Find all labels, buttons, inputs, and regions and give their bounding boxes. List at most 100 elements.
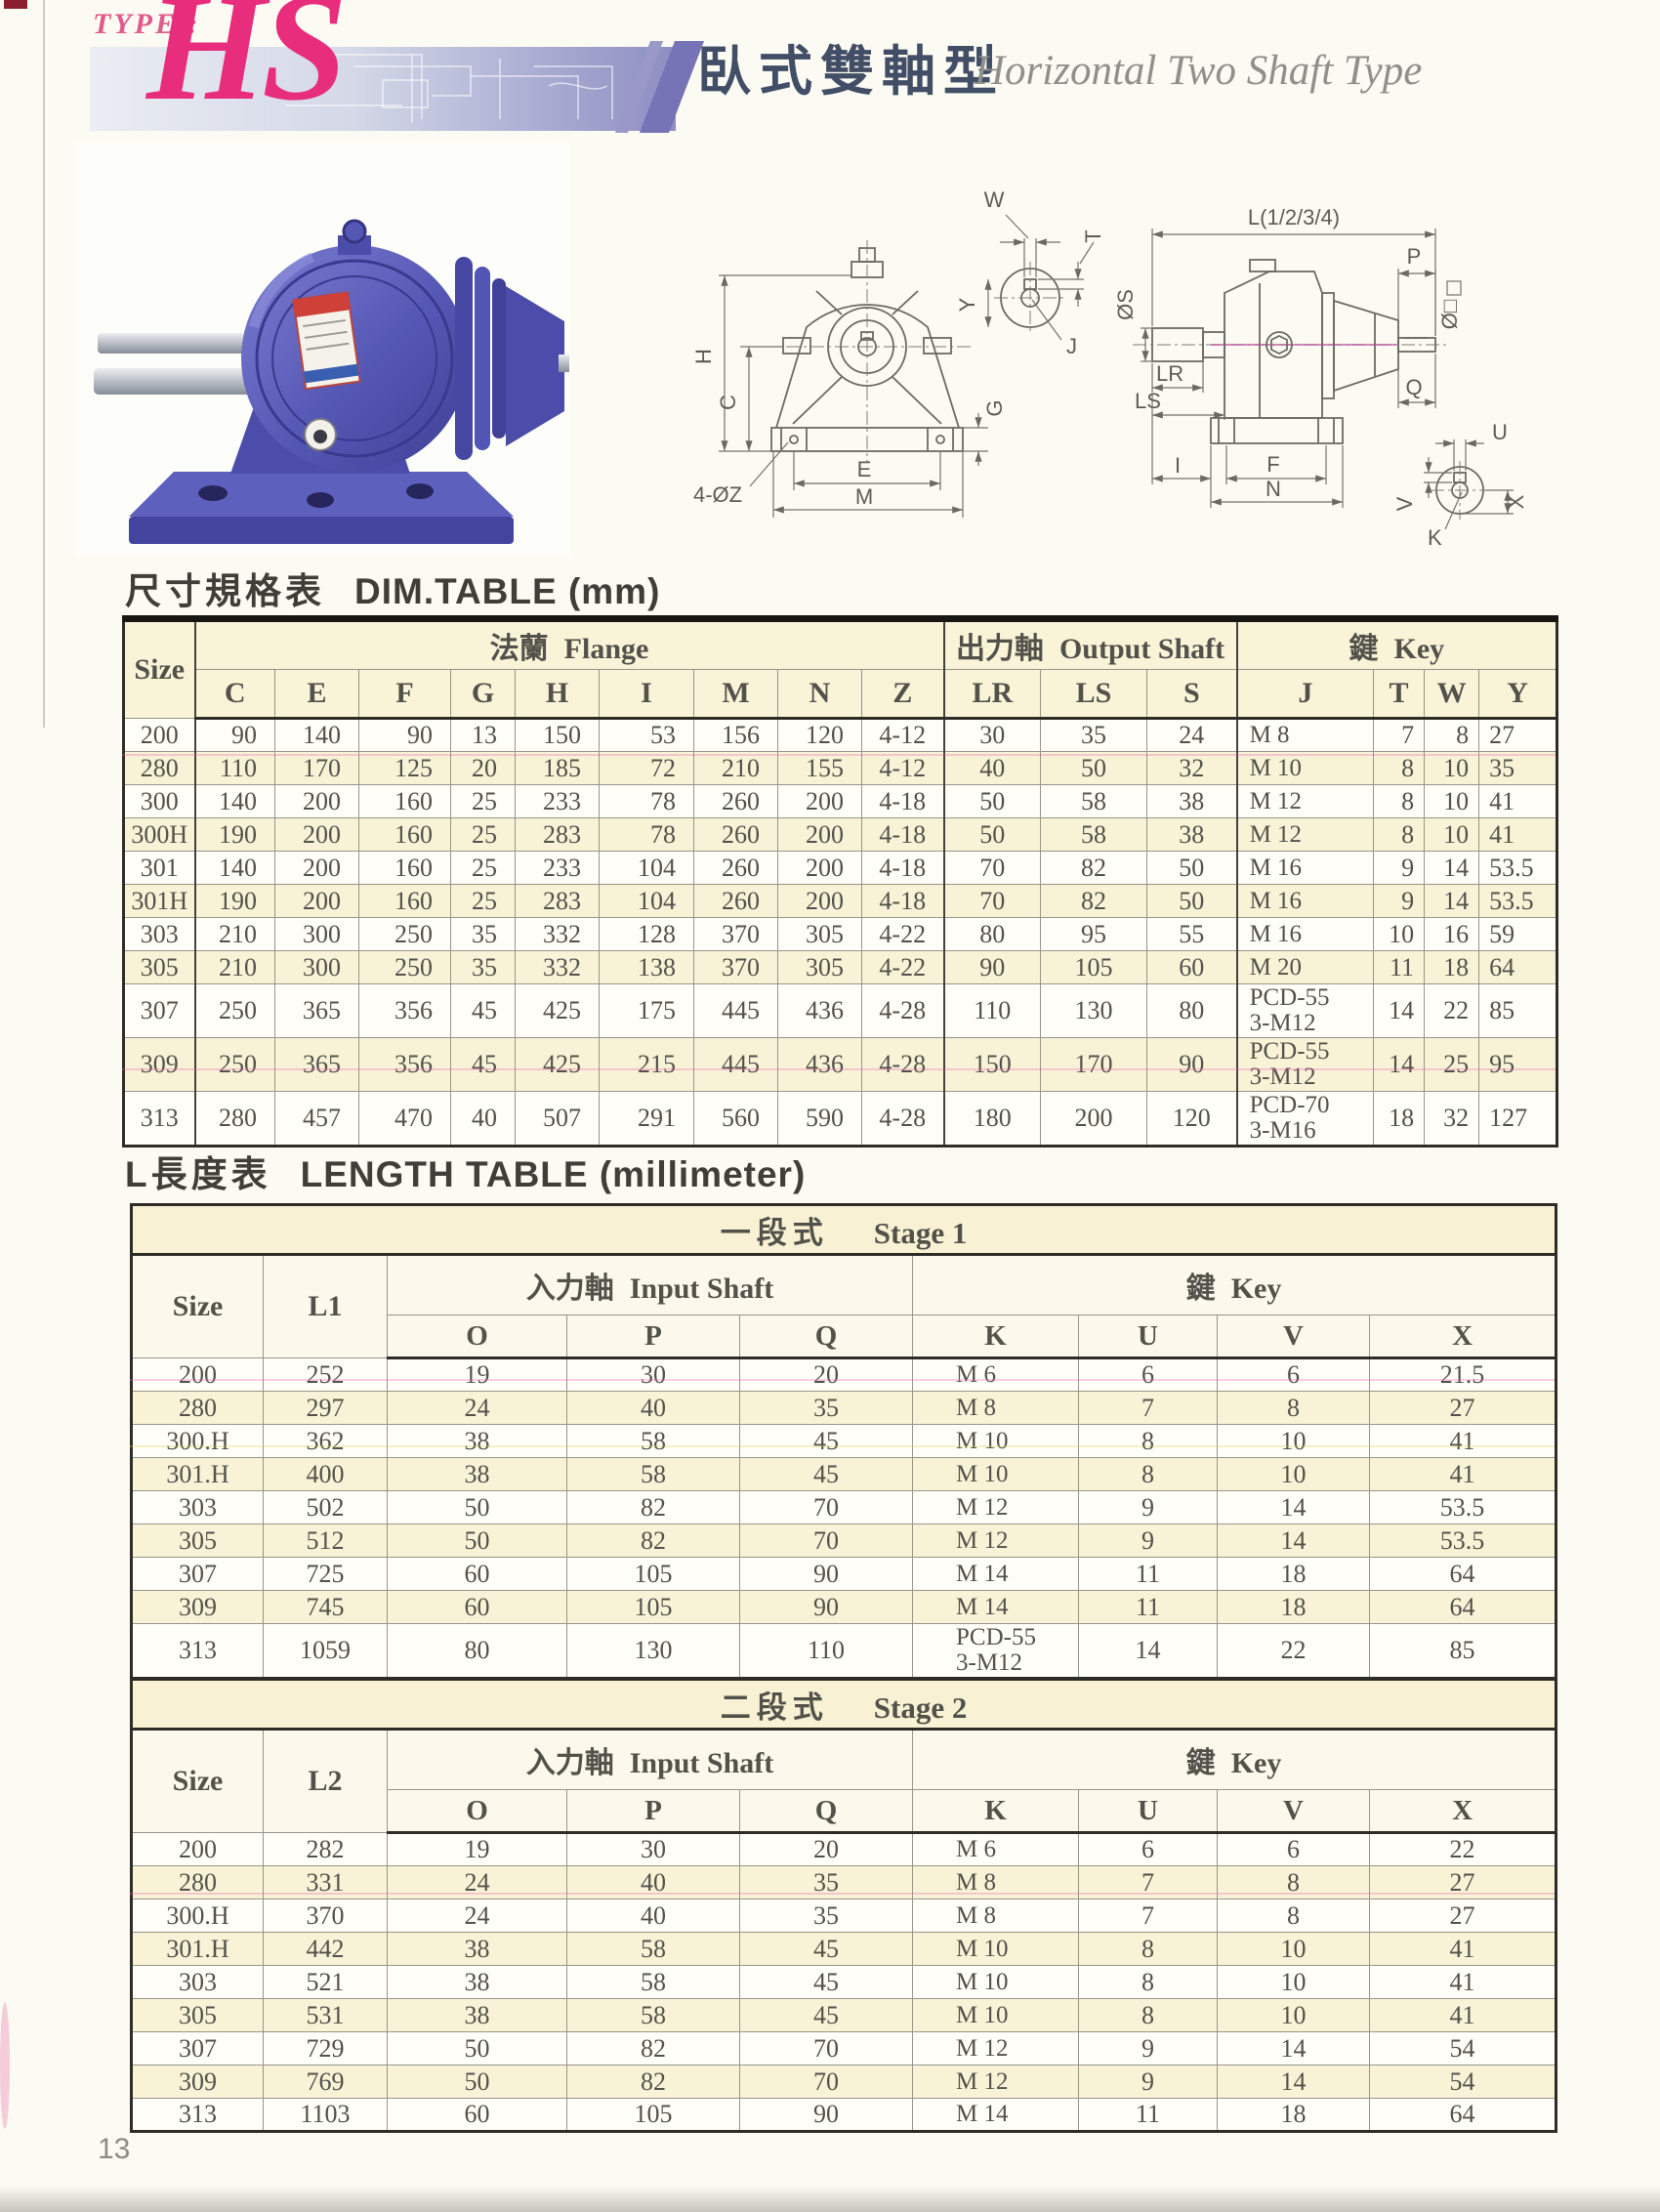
scan-streak <box>122 1068 1556 1070</box>
table-cell: 10 <box>1217 1457 1370 1491</box>
table-cell: 307 <box>123 983 196 1038</box>
col-header: X <box>1368 1315 1557 1359</box>
table-cell: 210 <box>194 917 275 951</box>
table-cell: M 10 <box>912 1457 1079 1491</box>
table-cell: 30 <box>943 718 1042 752</box>
group-header-key: 鍵 Key <box>1236 618 1558 670</box>
table-cell: 313 <box>131 1623 264 1679</box>
table-cell: M 6 <box>912 1357 1079 1392</box>
table-cell: 175 <box>599 983 694 1038</box>
group-header-input-shaft: 入力軸 Input Shaft <box>387 1254 913 1315</box>
key-detail-center-lines <box>1431 461 1489 520</box>
table-cell: 4-22 <box>860 917 945 951</box>
table-row: 307 250 365 356 45 425 175 445 436 4-28 110 130 80 PC… <box>123 983 1558 1038</box>
table-cell: 309 <box>123 1037 196 1092</box>
dim-label-n: N <box>1266 477 1281 501</box>
dim-label-ls: LS <box>1135 389 1161 413</box>
input-cone <box>506 286 564 446</box>
dim-table: Size 法蘭 Flange 出力軸 Output Shaft 鍵 Key C E F… <box>122 615 1559 1148</box>
table-cell: 10 <box>1217 1932 1370 1966</box>
table-cell: 35 <box>450 917 516 951</box>
table-cell: 365 <box>274 1037 359 1092</box>
table-cell: 35 <box>1040 718 1148 752</box>
table-cell: 160 <box>358 817 451 852</box>
table-cell: 72 <box>599 751 694 785</box>
table-cell: 41 <box>1368 1932 1557 1966</box>
table-cell: 95 <box>1478 1037 1558 1092</box>
table-cell: 58 <box>566 1965 740 1999</box>
table-cell: 8 <box>1078 1998 1218 2032</box>
table-cell: 260 <box>693 784 778 818</box>
table-cell: 41 <box>1368 1457 1557 1491</box>
table-cell: 445 <box>693 1037 778 1092</box>
col-header: E <box>274 669 359 720</box>
table-cell: 331 <box>263 1865 388 1899</box>
table-cell: M 10 <box>912 1998 1079 2032</box>
table-cell: 110 <box>194 751 275 785</box>
table-cell: 64 <box>1368 1557 1557 1591</box>
table-cell: M 12 <box>912 2031 1079 2066</box>
col-header-l2: L2 <box>263 1729 388 1833</box>
table-cell: 150 <box>943 1037 1042 1092</box>
table-cell: 45 <box>450 1037 516 1092</box>
table-cell: 436 <box>777 1037 862 1092</box>
table-cell: 90 <box>739 2098 913 2132</box>
table-cell: 105 <box>1040 950 1148 984</box>
table-cell: 45 <box>739 1457 913 1491</box>
table-cell: 200 <box>131 1357 264 1392</box>
table-cell: 18 <box>1217 1590 1370 1624</box>
table-cell: M 8 <box>912 1391 1079 1425</box>
col-header-size: Size <box>131 1729 264 1833</box>
table-cell: M 16 <box>1236 917 1375 951</box>
detail-dimension-labels: W T Y J <box>955 188 1105 358</box>
table-cell: 24 <box>387 1391 567 1425</box>
length-table-title: L長度表 LENGTH TABLE (millimeter) <box>125 1145 806 1197</box>
col-header: T <box>1373 669 1426 720</box>
table-cell: M 10 <box>912 1932 1079 1966</box>
table-cell: 82 <box>566 2031 740 2066</box>
table-cell: 140 <box>274 718 359 752</box>
table-cell: 50 <box>387 1523 567 1558</box>
table-cell: 507 <box>515 1091 600 1147</box>
table-cell: 8 <box>1078 1457 1218 1491</box>
table-cell: 24 <box>1146 718 1238 752</box>
model-logo: HS <box>146 0 348 133</box>
table-cell: 370 <box>693 917 778 951</box>
table-cell: 18 <box>1217 2098 1370 2132</box>
stage2-group-header-row: Size L2 入力軸 Input Shaft 鍵 Key <box>131 1729 1557 1833</box>
table-cell: 38 <box>387 1457 567 1491</box>
table-cell: 41 <box>1368 1998 1557 2032</box>
table-cell: 85 <box>1368 1623 1557 1679</box>
group-header-output-shaft: 出力軸 Output Shaft <box>943 618 1238 670</box>
stage2-band: 二段式 Stage 2 <box>130 1679 1557 1731</box>
table-cell: 190 <box>194 817 275 852</box>
table-cell: 27 <box>1368 1865 1557 1899</box>
table-row: 300H 190 200 160 25 283 78 260 200 4-18 50 58 38 M 12… <box>123 817 1558 852</box>
table-cell: 280 <box>131 1865 264 1899</box>
table-cell: 140 <box>194 851 275 885</box>
table-cell: 18 <box>1217 1557 1370 1591</box>
table-row: 200 282 19 30 20 M 6 6 6 22 <box>131 1832 1557 1866</box>
table-cell: 90 <box>739 1590 913 1624</box>
dim-label-os: ØS <box>1113 289 1138 320</box>
table-cell: 45 <box>450 983 516 1038</box>
table-cell: 38 <box>1146 817 1238 852</box>
table-cell: 19 <box>387 1357 567 1392</box>
length-table-title-cjk: L長度表 <box>125 1154 271 1194</box>
table-cell: M 12 <box>912 2065 1079 2099</box>
table-cell: 85 <box>1478 983 1558 1038</box>
table-cell: 24 <box>387 1899 567 1933</box>
table-cell: 11 <box>1373 950 1426 984</box>
table-cell: 40 <box>943 751 1042 785</box>
table-cell: 521 <box>263 1965 388 1999</box>
table-cell: 38 <box>387 1965 567 1999</box>
table-cell: 370 <box>263 1899 388 1933</box>
scan-streak <box>130 1893 1555 1895</box>
table-cell: 305 <box>123 950 196 984</box>
table-cell: 233 <box>515 851 600 885</box>
table-cell: 370 <box>693 950 778 984</box>
table-cell: 6 <box>1217 1832 1370 1866</box>
dim-label-k: K <box>1428 525 1442 550</box>
table-cell: 38 <box>1146 784 1238 818</box>
